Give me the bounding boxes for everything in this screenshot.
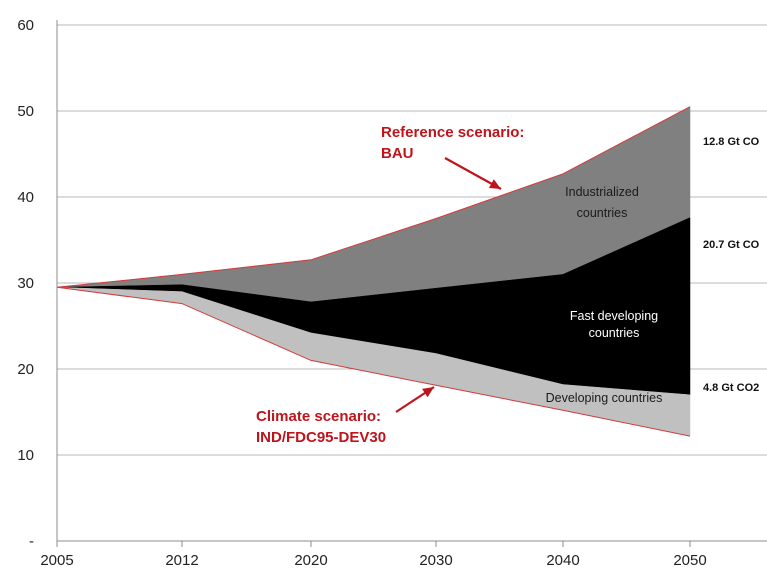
y-tick-label-4: 40: [17, 189, 34, 206]
y-tick-label-1: 10: [17, 447, 34, 464]
area-label-2-line-0: Developing countries: [546, 391, 663, 405]
chart-labels: Industrialized countries Fast developing co…: [256, 124, 760, 446]
y-tick-label-6: 60: [17, 17, 34, 34]
plot-areas: [56, 106, 691, 437]
x-tick-label-1: 2012: [165, 552, 198, 569]
line-climate-scenario: [56, 286, 691, 437]
line-reference-bau: [56, 106, 691, 288]
x-tick-label-5: 2050: [673, 552, 706, 569]
arrow-climate-head: [422, 387, 434, 398]
annotation-1: Climate scenario: IND/FDC95-DEV30: [256, 408, 386, 446]
annotation-0-line-0: Reference scenario:: [381, 124, 524, 141]
area-label-0-line-0: Industrialized: [565, 185, 639, 199]
x-tick-label-0: 2005: [40, 552, 73, 569]
y-tick-label-2: 20: [17, 361, 34, 378]
area-label-0-line-1: countries: [577, 206, 628, 220]
area-label-0: Industrialized countries: [565, 185, 639, 220]
area-label-1-line-1: countries: [589, 326, 640, 340]
x-tick-label-4: 2040: [546, 552, 579, 569]
value-label-0: 12.8 Gt CO: [703, 136, 760, 148]
area-label-2: Developing countries: [546, 391, 663, 405]
area-label-1-line-0: Fast developing: [570, 309, 658, 323]
scenario-lines: [56, 106, 691, 437]
annotation-1-line-1: IND/FDC95-DEV30: [256, 429, 386, 446]
x-tick-label-2: 2020: [294, 552, 327, 569]
annotation-0: Reference scenario: BAU: [381, 124, 524, 162]
value-label-1: 20.7 Gt CO: [703, 239, 760, 251]
annotation-1-line-0: Climate scenario:: [256, 408, 381, 425]
value-label-2: 4.8 Gt CO2: [703, 382, 759, 394]
arrow-reference-head: [488, 179, 501, 189]
y-tick-label-0: -: [29, 533, 34, 550]
y-tick-label-5: 50: [17, 103, 34, 120]
y-tick-label-3: 30: [17, 275, 34, 292]
area-label-1: Fast developing countries: [570, 309, 658, 340]
x-tick-label-3: 2030: [419, 552, 452, 569]
annotation-0-line-1: BAU: [381, 145, 414, 162]
